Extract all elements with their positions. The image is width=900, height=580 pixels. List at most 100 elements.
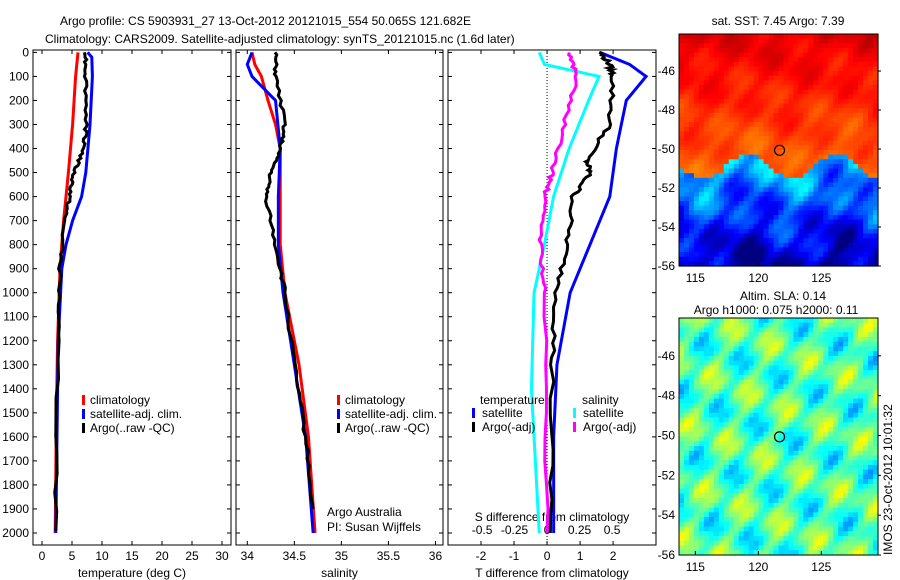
map-cell — [693, 98, 700, 105]
map-cell — [843, 117, 849, 123]
map-cell — [808, 360, 814, 366]
map-cell — [863, 214, 869, 221]
temperature-panel: 0 5 10 15 20 25 300100200300400500600700800900… — [2, 45, 232, 580]
map-cell — [728, 94, 735, 100]
map-cell — [703, 163, 710, 170]
map-cell — [808, 374, 814, 381]
map-cell — [848, 108, 854, 114]
map-cell — [748, 52, 755, 58]
map-cell — [723, 374, 730, 381]
map-cell — [863, 398, 869, 404]
map-cell — [718, 483, 725, 490]
y-tick-label: 200 — [9, 93, 29, 107]
map-cell — [723, 140, 730, 146]
map-cell — [693, 360, 700, 366]
map-cell — [683, 322, 690, 329]
map-cell — [683, 393, 690, 400]
map-cell — [738, 507, 745, 513]
map-cell — [843, 417, 849, 423]
map-cell — [768, 61, 775, 68]
map-cell — [808, 47, 814, 54]
map-cell — [728, 233, 735, 239]
map-cell — [703, 196, 710, 202]
map-cell — [723, 436, 730, 442]
map-cell — [818, 145, 824, 151]
map-cell — [828, 512, 834, 518]
map-cell — [793, 408, 799, 414]
map-cell — [778, 517, 785, 523]
map-cell — [708, 256, 715, 262]
map-cell — [718, 460, 725, 466]
map-cell — [698, 403, 705, 409]
map-cell — [758, 540, 765, 547]
map-cell — [758, 327, 765, 333]
map-cell — [783, 355, 790, 362]
y-tick-label: 100 — [9, 69, 29, 83]
map-cell — [713, 540, 720, 547]
map-cell — [748, 238, 755, 244]
map-cell — [703, 242, 710, 249]
map-cell — [838, 526, 844, 532]
map-cell — [733, 43, 740, 49]
map-cell — [728, 228, 735, 235]
map-cell — [823, 332, 829, 338]
map-cell — [758, 214, 765, 221]
map-cell — [713, 379, 720, 385]
map-cell — [848, 122, 854, 128]
map-cell — [783, 154, 790, 160]
map-cell — [683, 469, 690, 476]
map-cell — [758, 238, 765, 244]
map-cell — [703, 379, 710, 385]
map-cell — [753, 346, 760, 352]
map-cell — [838, 66, 844, 72]
map-cell — [818, 177, 824, 184]
map-cell — [848, 256, 854, 262]
map-cell — [823, 336, 829, 343]
map-cell — [803, 228, 809, 235]
map-cell — [858, 422, 864, 428]
map-cell — [743, 507, 750, 513]
map-cell — [803, 98, 809, 105]
map-cell — [833, 483, 839, 490]
map-cell — [683, 498, 690, 504]
map-cell — [723, 57, 730, 63]
map-cell — [858, 131, 864, 137]
map-cell — [813, 89, 819, 95]
map-cell — [798, 502, 804, 509]
map-cell — [679, 159, 685, 165]
map-cell — [823, 205, 829, 211]
map-cell — [773, 71, 780, 77]
map-cell — [828, 422, 834, 428]
map-cell — [733, 389, 740, 395]
map-cell — [683, 80, 690, 86]
map-cell — [793, 536, 799, 542]
map-cell — [768, 493, 775, 499]
map-cell — [768, 150, 775, 156]
map-cell — [698, 341, 705, 348]
map-cell — [848, 512, 854, 518]
map-cell — [833, 502, 839, 509]
map-cell — [848, 75, 854, 81]
map-cell — [783, 488, 790, 494]
map-cell — [828, 80, 834, 86]
map-cell — [863, 355, 869, 362]
map-cell — [768, 460, 775, 466]
map-cell — [768, 417, 775, 423]
map-cell — [679, 52, 685, 58]
map-cell — [698, 52, 705, 58]
map-cell — [863, 517, 869, 523]
map-cell — [788, 238, 795, 244]
map-cell — [843, 483, 849, 490]
map-cell — [773, 159, 780, 165]
map-cell — [773, 384, 780, 390]
map-cell — [753, 98, 760, 105]
map-cell — [733, 61, 740, 68]
legend-swatch — [337, 395, 340, 405]
map-cell — [783, 408, 790, 414]
map-cell — [713, 52, 720, 58]
map-cell — [873, 219, 879, 225]
map-cell — [803, 346, 809, 352]
map-cell — [679, 336, 685, 343]
map-cell — [679, 242, 685, 249]
map-cell — [708, 163, 715, 170]
